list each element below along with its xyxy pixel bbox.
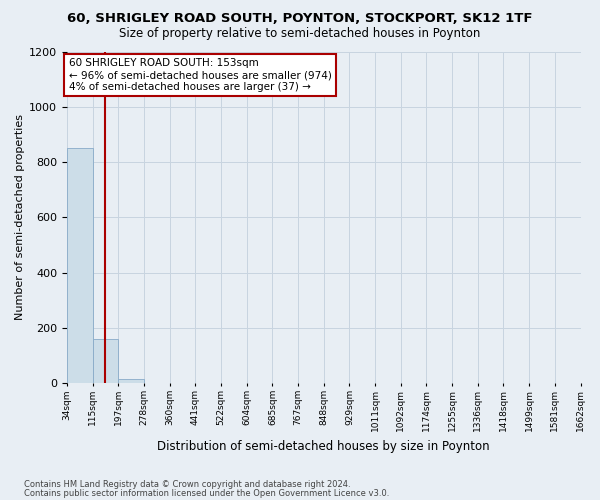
Bar [92, 339, 118, 384]
Y-axis label: Number of semi-detached properties: Number of semi-detached properties [15, 114, 25, 320]
Text: Size of property relative to semi-detached houses in Poynton: Size of property relative to semi-detach… [119, 28, 481, 40]
Bar [67, 148, 92, 384]
Text: 60 SHRIGLEY ROAD SOUTH: 153sqm
← 96% of semi-detached houses are smaller (974)
4: 60 SHRIGLEY ROAD SOUTH: 153sqm ← 96% of … [68, 58, 331, 92]
Text: 60, SHRIGLEY ROAD SOUTH, POYNTON, STOCKPORT, SK12 1TF: 60, SHRIGLEY ROAD SOUTH, POYNTON, STOCKP… [67, 12, 533, 26]
Bar [118, 380, 144, 384]
Text: Contains HM Land Registry data © Crown copyright and database right 2024.: Contains HM Land Registry data © Crown c… [24, 480, 350, 489]
Text: Contains public sector information licensed under the Open Government Licence v3: Contains public sector information licen… [24, 490, 389, 498]
X-axis label: Distribution of semi-detached houses by size in Poynton: Distribution of semi-detached houses by … [157, 440, 490, 452]
